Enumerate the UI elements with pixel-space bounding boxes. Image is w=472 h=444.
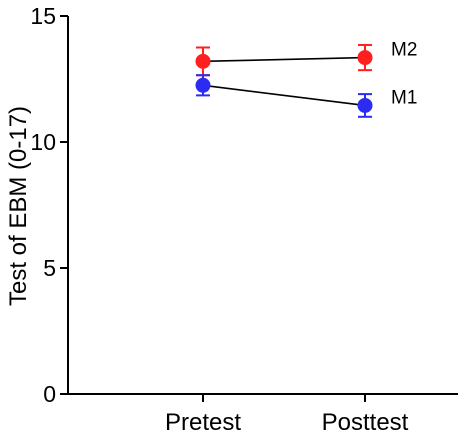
y-tick-label: 5 [43, 255, 56, 281]
chart-marks: M2 M1 [195, 40, 417, 118]
data-point [357, 97, 373, 113]
x-tick-label: Posttest [322, 409, 409, 436]
y-tick-label: 0 [43, 381, 56, 407]
series-label: M1 [391, 87, 417, 108]
series-line [202, 56, 366, 63]
axes: 0 5 10 15 Pretest Posttest [30, 3, 458, 436]
data-point [357, 50, 373, 66]
y-tick-label: 10 [30, 129, 56, 155]
series-line [202, 84, 366, 107]
data-point [195, 77, 211, 93]
y-axis-title: Test of EBM (0-17) [5, 106, 32, 306]
series-label: M2 [391, 40, 417, 61]
x-tick-label: Pretest [165, 409, 241, 436]
y-tick-label: 15 [30, 3, 56, 29]
data-point [195, 53, 211, 69]
